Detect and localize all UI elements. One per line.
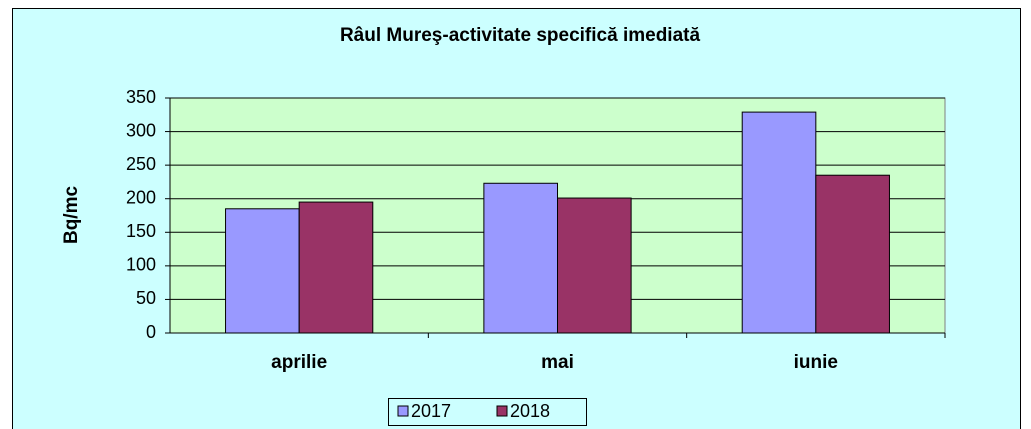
y-tick-label: 150	[126, 221, 156, 241]
bar	[483, 182, 558, 334]
bar	[298, 201, 374, 334]
y-tick-label: 200	[126, 187, 156, 207]
y-tick-label: 250	[126, 154, 156, 174]
bar	[225, 208, 300, 334]
legend-label: 2017	[411, 401, 451, 421]
bar	[815, 174, 890, 334]
y-tick-label: 300	[126, 120, 156, 140]
legend-swatch	[397, 405, 409, 417]
y-tick-label: 350	[126, 87, 156, 107]
legend: 2017 2018	[388, 398, 587, 426]
legend-swatch	[496, 405, 508, 417]
legend-box	[388, 398, 587, 426]
y-axis-label: Bq/mc	[61, 186, 82, 245]
x-tick-label: aprilie	[271, 352, 327, 373]
x-tick-label: mai	[541, 352, 574, 373]
legend-label: 2018	[510, 401, 550, 421]
bar	[557, 197, 632, 334]
y-tick-label: 50	[136, 288, 156, 308]
y-tick-label: 100	[126, 255, 156, 275]
x-tick-label: iunie	[794, 352, 838, 373]
chart-title: Râul Mureş-activitate specifică imediată	[340, 25, 701, 46]
y-tick-label: 0	[146, 322, 156, 342]
bar	[741, 111, 817, 334]
